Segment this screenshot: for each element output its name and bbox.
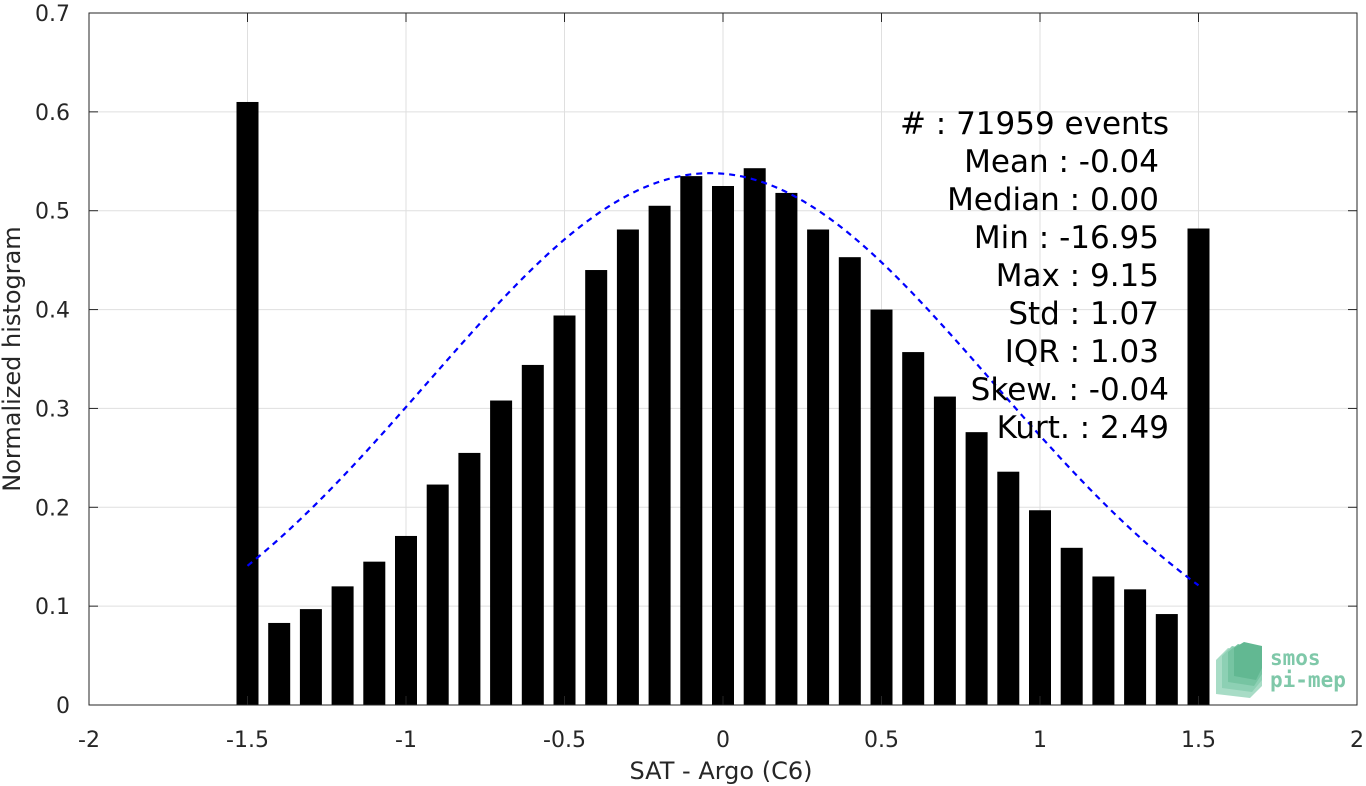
stats-line: Min : -16.95 — [974, 220, 1159, 256]
histogram-bar — [1124, 589, 1147, 705]
stats-line: Mean : -0.04 — [964, 144, 1159, 180]
x-tick-label: 2 — [1350, 728, 1364, 753]
x-axis-label: SAT - Argo (C6) — [630, 757, 813, 785]
gaussian-fit-curve — [246, 172, 1200, 587]
bar-series — [236, 101, 1210, 706]
histogram-bar — [458, 452, 481, 705]
x-tick-label: -1.5 — [226, 728, 269, 753]
stats-line: Skew. : -0.04 — [971, 372, 1169, 408]
stats-line: Kurt. : 2.49 — [997, 410, 1169, 446]
stats-line: Std : 1.07 — [1008, 296, 1159, 332]
histogram-bar — [363, 561, 386, 705]
histogram-bar — [426, 484, 449, 705]
histogram-bar — [236, 101, 259, 705]
histogram-bar — [997, 471, 1020, 705]
stats-line: Max : 9.15 — [996, 258, 1159, 294]
histogram-bar — [585, 270, 608, 705]
stats-line: IQR : 1.03 — [1005, 334, 1159, 370]
y-tick-labels: 0 0.1 0.2 0.3 0.4 0.5 0.6 0.7 — [35, 2, 70, 719]
histogram-bar — [838, 257, 861, 705]
histogram-bar — [490, 400, 513, 705]
histogram-bar — [680, 176, 703, 706]
y-tick-label: 0.1 — [35, 595, 70, 620]
y-tick-label: 0.7 — [35, 2, 70, 27]
y-tick-label: 0.6 — [35, 101, 70, 126]
logo-line2: pi-mep — [1270, 668, 1346, 692]
x-tick-label: 0.5 — [864, 728, 899, 753]
x-tick-label: 1.5 — [1181, 728, 1216, 753]
histogram-bar — [807, 229, 830, 706]
histogram-bar — [616, 229, 639, 706]
histogram-bar — [1060, 547, 1083, 705]
histogram-bar — [1187, 228, 1210, 705]
histogram-bar — [775, 192, 798, 706]
x-tick-label: 0 — [716, 728, 730, 753]
y-tick-label: 0.5 — [35, 200, 70, 225]
tick-marks — [88, 12, 1358, 706]
x-tick-label: -1 — [395, 728, 417, 753]
y-tick-label: 0 — [56, 694, 70, 719]
histogram-bar — [933, 396, 956, 705]
histogram-bar — [870, 309, 893, 705]
histogram-bar — [648, 205, 671, 705]
histogram-bar — [331, 586, 354, 705]
stats-line: Median : 0.00 — [947, 182, 1159, 218]
y-tick-label: 0.4 — [35, 299, 70, 324]
histogram-bar — [268, 622, 291, 705]
x-tick-labels: -2 -1.5 -1 -0.5 0 0.5 1 1.5 2 — [78, 728, 1364, 753]
smos-pi-mep-logo: smos pi-mep — [1216, 642, 1346, 698]
histogram-bar — [1092, 576, 1115, 705]
y-axis-label: Normalized histogram — [0, 226, 26, 491]
stats-line: # : 71959 events — [900, 106, 1169, 142]
x-tick-label: -0.5 — [543, 728, 586, 753]
logo-line1: smos — [1270, 646, 1321, 670]
logo-emblem — [1216, 642, 1262, 698]
y-tick-label: 0.2 — [35, 496, 70, 521]
x-tick-label: 1 — [1033, 728, 1047, 753]
histogram-bar — [1029, 510, 1051, 705]
histogram-bar — [395, 535, 417, 705]
histogram-bar — [965, 432, 988, 705]
x-tick-label: -2 — [78, 728, 100, 753]
histogram-bar — [712, 186, 734, 705]
histogram-bar — [553, 315, 576, 705]
histogram-bar — [743, 168, 766, 706]
histogram-bar — [902, 352, 925, 705]
histogram-bar — [299, 609, 322, 705]
histogram-bar — [521, 364, 544, 705]
histogram-bar — [1155, 614, 1178, 705]
y-tick-label: 0.3 — [35, 397, 70, 422]
